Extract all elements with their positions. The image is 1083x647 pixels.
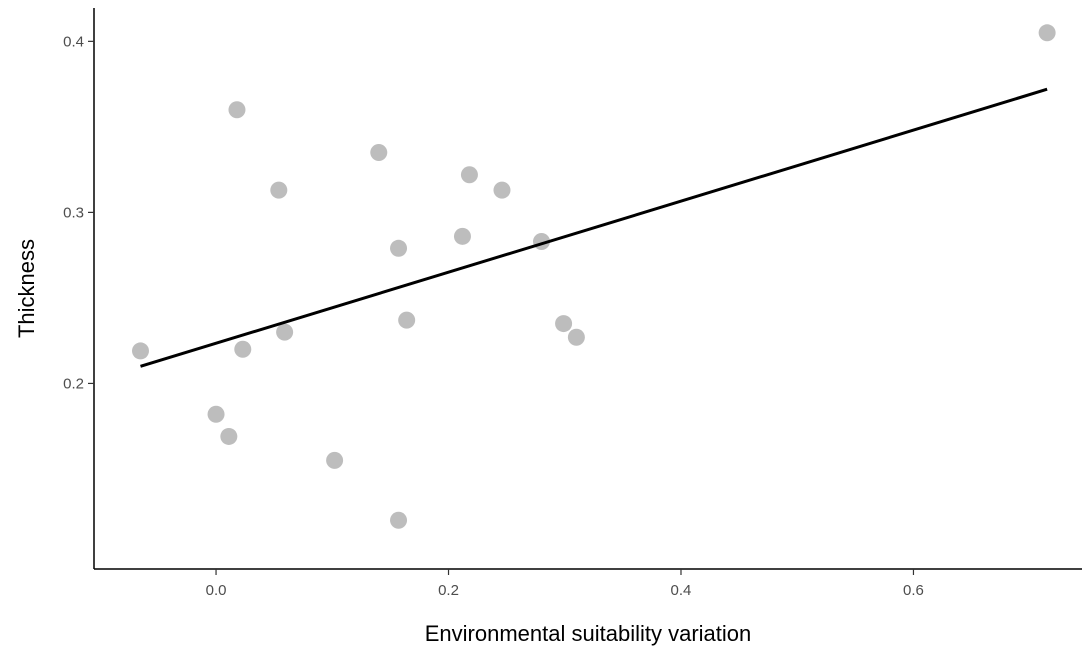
- data-point-7: [276, 323, 294, 341]
- data-point-13: [453, 227, 471, 245]
- y-tick-label: 0.3: [63, 204, 84, 221]
- data-point-5: [234, 340, 252, 358]
- data-point-15: [493, 181, 511, 199]
- x-axis-ticks: 0.0 0.2 0.4 0.6: [206, 569, 924, 599]
- data-point-1: [131, 342, 149, 360]
- data-point-2: [207, 405, 225, 423]
- data-point-6: [270, 181, 288, 199]
- y-tick-label: 0.4: [63, 33, 84, 50]
- x-axis-title: Environmental suitability variation: [425, 621, 752, 646]
- data-point-18: [567, 328, 585, 346]
- data-point-3: [220, 427, 238, 445]
- data-point-12: [398, 311, 416, 329]
- data-point-19: [1038, 24, 1056, 42]
- data-point-4: [228, 101, 246, 119]
- data-point-8: [326, 451, 344, 469]
- data-point-10: [390, 239, 408, 257]
- x-tick-label: 0.6: [903, 582, 924, 599]
- data-point-11: [390, 511, 408, 529]
- data-point-14: [460, 166, 478, 184]
- data-point-9: [370, 144, 388, 162]
- regression-line: [140, 87, 1048, 368]
- data-point-17: [555, 315, 573, 333]
- y-axis-ticks: 0.2 0.3 0.4: [63, 33, 94, 392]
- regression-line-layer: [140, 87, 1048, 368]
- x-tick-label: 0.2: [438, 582, 459, 599]
- y-axis-title: Thickness: [14, 239, 39, 338]
- x-tick-label: 0.4: [671, 582, 692, 599]
- x-tick-label: 0.0: [206, 582, 227, 599]
- y-tick-label: 0.2: [63, 375, 84, 392]
- data-points: [131, 24, 1056, 529]
